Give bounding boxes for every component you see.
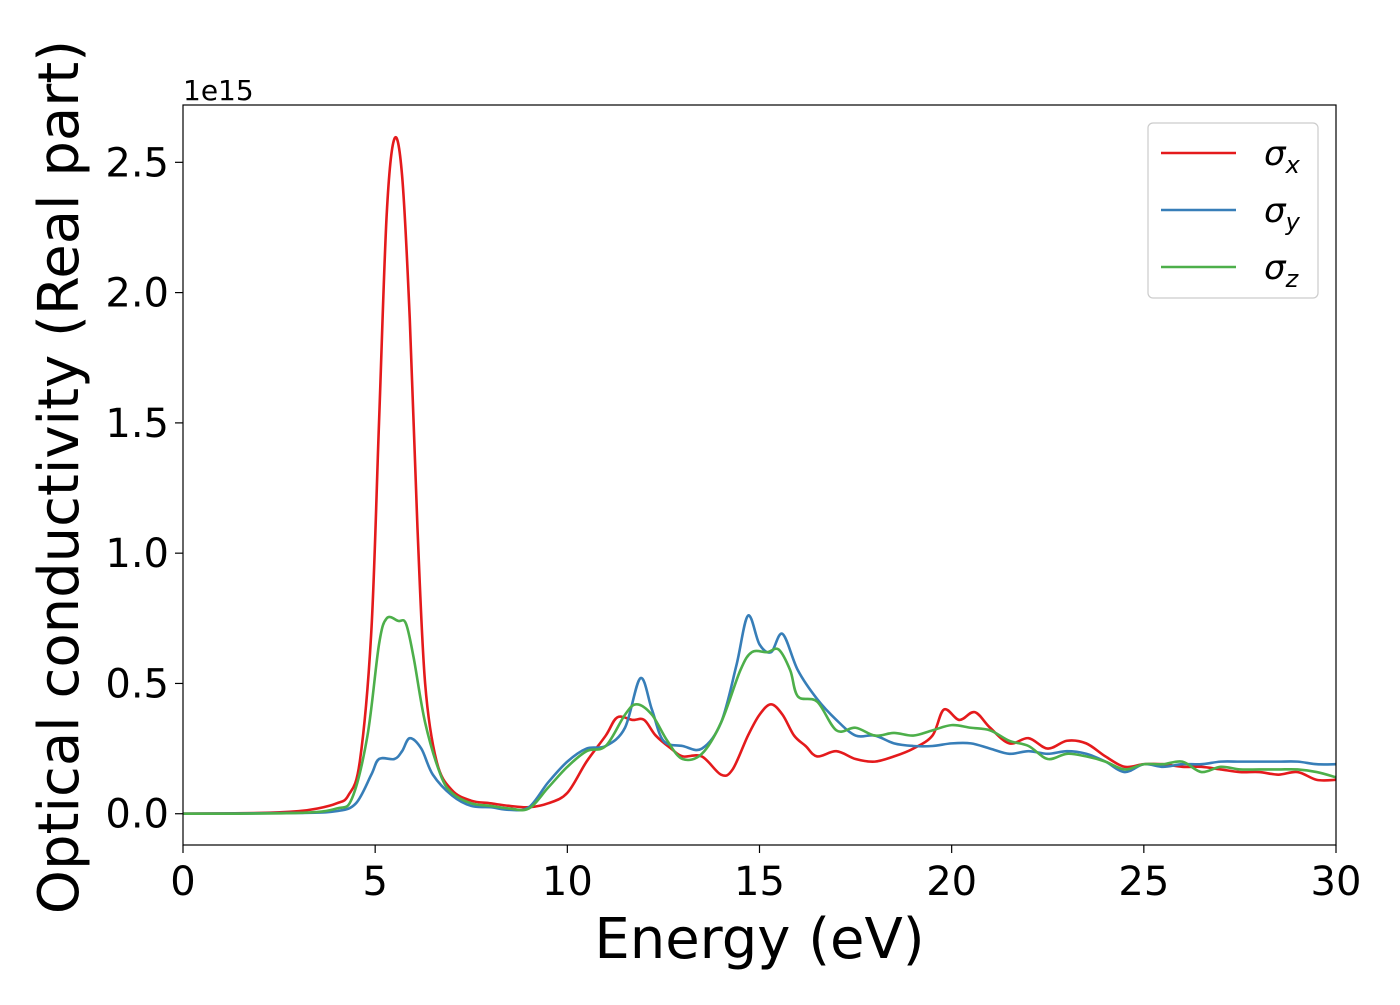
legend-label: σx [1264, 134, 1301, 179]
x-axis: 0 5 10 15 20 25 30 [170, 845, 1361, 905]
legend-label: σy [1264, 191, 1301, 236]
x-tick-label: 20 [926, 859, 977, 905]
y-tick-label: 0.0 [105, 792, 169, 838]
x-axis-label: Energy (eV) [594, 907, 924, 972]
series-line-z [183, 615, 1336, 816]
legend-item: σx [1161, 134, 1301, 179]
x-tick-label: 25 [1118, 859, 1169, 905]
y-tick-label: 1.5 [105, 401, 169, 447]
legend-label: σz [1264, 248, 1300, 293]
legend-item: σy [1161, 191, 1301, 236]
y-axis: 0.0 0.5 1.0 1.5 2.0 2.5 [105, 140, 183, 838]
y-axis-offset-label: 1e15 [183, 74, 254, 107]
y-axis-label: Optical conductivity (Real part) [27, 40, 92, 914]
y-tick-label: 0.5 [105, 661, 169, 707]
series-layer [183, 136, 1336, 816]
series-line-x [183, 136, 1336, 816]
x-tick-label: 15 [734, 859, 785, 905]
y-tick-label: 1.0 [105, 531, 169, 577]
x-tick-label: 5 [362, 859, 387, 905]
legend-item: σz [1161, 248, 1300, 293]
x-tick-label: 10 [542, 859, 593, 905]
y-tick-label: 2.5 [105, 140, 169, 186]
x-tick-label: 30 [1311, 859, 1362, 905]
x-tick-label: 0 [170, 859, 195, 905]
legend: σx σy σz [1147, 122, 1319, 299]
y-tick-label: 2.0 [105, 271, 169, 317]
